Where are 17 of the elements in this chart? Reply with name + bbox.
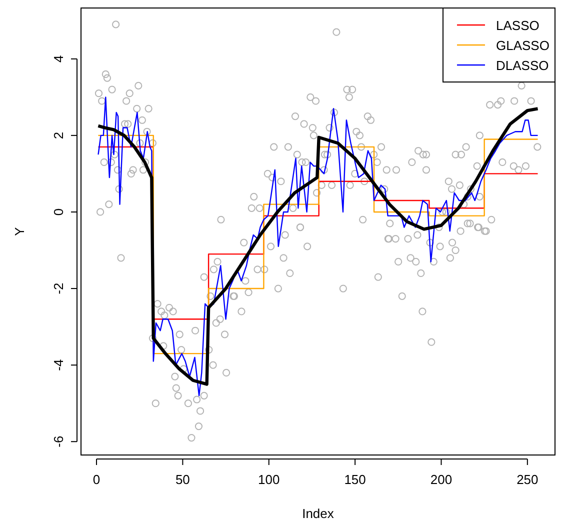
y-tick-label: 0 [51, 208, 66, 216]
x-tick-label: 100 [258, 472, 280, 487]
x-tick-label: 0 [92, 472, 100, 487]
x-tick-label: 250 [516, 472, 538, 487]
legend-label: LASSO [496, 18, 540, 33]
x-tick-label: 50 [175, 472, 190, 487]
y-tick-label: -2 [51, 282, 66, 294]
x-axis-title: Index [302, 506, 334, 521]
y-tick-label: 2 [51, 132, 66, 140]
x-tick-label: 150 [344, 472, 366, 487]
y-tick-label: -4 [51, 359, 66, 371]
y-axis-title: Y [12, 226, 27, 236]
legend-label: DLASSO [496, 58, 549, 73]
x-tick-label: 200 [430, 472, 452, 487]
y-tick-label: 4 [51, 55, 66, 63]
legend-label: GLASSO [496, 38, 550, 53]
y-tick-label: -6 [51, 436, 66, 448]
